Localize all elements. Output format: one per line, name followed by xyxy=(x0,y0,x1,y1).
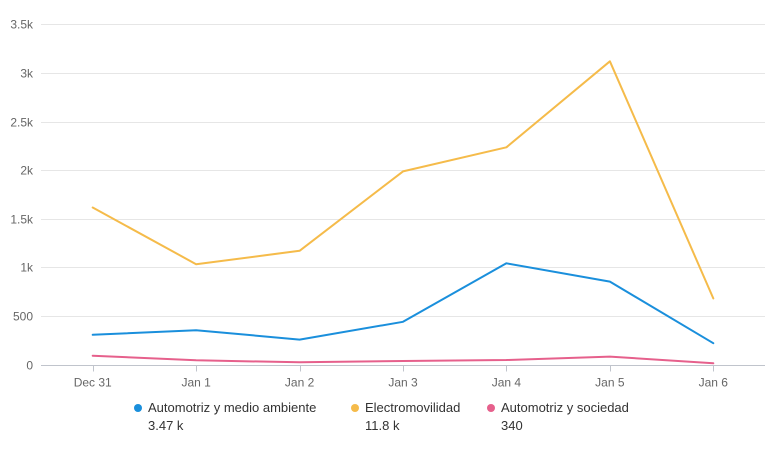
legend-total: 3.47 k xyxy=(148,418,184,433)
series-dot-icon xyxy=(351,404,359,412)
y-axis: 0 500 1k 1.5k 2k 2.5k 3k 3.5k xyxy=(10,18,34,373)
legend-label: Automotriz y sociedad xyxy=(501,400,629,415)
legend-total: 340 xyxy=(501,418,523,433)
grid-lines xyxy=(41,24,765,317)
y-tick-label: 0 xyxy=(26,359,33,373)
y-tick-label: 1k xyxy=(20,261,34,275)
x-axis: Dec 31 Jan 1 Jan 2 Jan 3 Jan 4 Jan 5 Jan 6 xyxy=(41,365,765,390)
x-tick-label: Jan 4 xyxy=(492,376,522,390)
x-tick-label: Jan 3 xyxy=(388,376,418,390)
y-tick-label: 2k xyxy=(20,164,34,178)
x-tick-label: Jan 5 xyxy=(595,376,625,390)
series-group xyxy=(91,60,715,365)
y-tick-label: 500 xyxy=(13,310,33,324)
y-tick-label: 3k xyxy=(20,67,34,81)
series-dot-icon xyxy=(134,404,142,412)
legend-total: 11.8 k xyxy=(365,418,400,433)
x-tick-label: Jan 6 xyxy=(699,376,729,390)
series-line-0 xyxy=(91,262,715,345)
y-tick-label: 1.5k xyxy=(10,213,34,227)
legend: Automotriz y medio ambiente 3.47 k Elect… xyxy=(0,399,765,449)
series-line-2 xyxy=(91,354,715,365)
y-tick-label: 3.5k xyxy=(10,18,34,32)
legend-label: Automotriz y medio ambiente xyxy=(148,400,317,415)
y-tick-label: 2.5k xyxy=(10,116,34,130)
x-tick-label: Jan 2 xyxy=(285,376,315,390)
series-line-1 xyxy=(91,60,715,300)
line-chart: 0 500 1k 1.5k 2k 2.5k 3k 3.5k Dec 31 Jan 1 Jan 2 J… xyxy=(10,18,765,390)
x-tick-label: Dec 31 xyxy=(74,376,112,390)
x-tick-label: Jan 1 xyxy=(181,376,211,390)
series-dot-icon xyxy=(487,404,495,412)
legend-label: Electromovilidad xyxy=(365,400,461,415)
